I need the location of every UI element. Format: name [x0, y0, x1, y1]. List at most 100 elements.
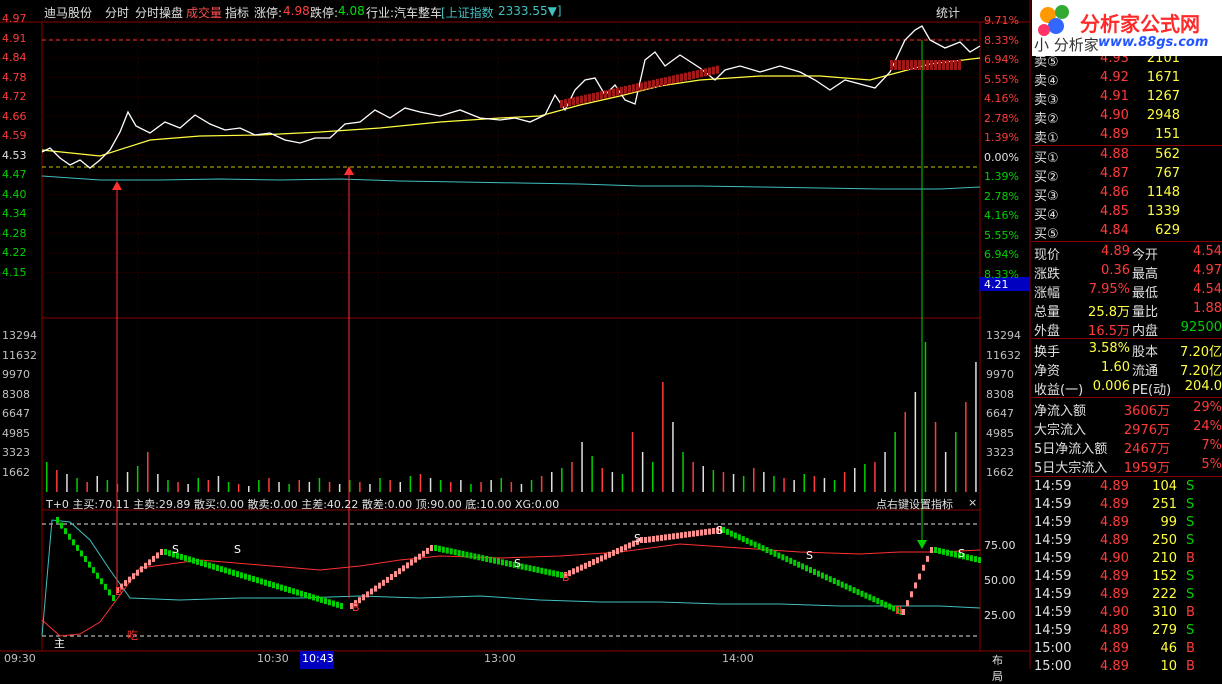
tab-fenshi[interactable]: 分时	[105, 6, 130, 20]
index-name[interactable]: [上证指数	[441, 6, 494, 20]
indicator-bar	[56, 517, 59, 523]
tick-side: B	[1186, 659, 1195, 674]
indicator-bar	[140, 566, 143, 573]
indicator-bar	[536, 566, 540, 573]
indicator-bar	[958, 552, 961, 559]
fund-label: 净资	[1034, 364, 1061, 379]
pct-tick: 5.55%	[984, 228, 1019, 242]
tick-price: 4.89	[1100, 569, 1129, 584]
tick-volume: 152	[1152, 569, 1177, 584]
volume-bar	[904, 412, 906, 492]
tick-row: 14:59 4.89 152 S	[1032, 568, 1222, 587]
ask-label: 卖①	[1034, 131, 1059, 146]
volume-bar	[278, 482, 280, 492]
tick-side: S	[1186, 569, 1195, 584]
indicator-bar	[390, 574, 393, 580]
indicator-bar	[652, 535, 655, 542]
pct-tick: 6.94%	[984, 53, 1019, 66]
average-price-line	[41, 57, 981, 157]
tick-price: 4.89	[1100, 479, 1129, 494]
indicator-bar	[836, 579, 840, 586]
indicator-bar	[256, 577, 259, 584]
fill-marker: 吃	[127, 629, 138, 642]
limit-down-label: 跌停:	[310, 6, 339, 20]
price-tick: 4.34	[2, 207, 27, 220]
close-icon[interactable]: ×	[968, 496, 978, 509]
indicator-bar	[394, 571, 397, 578]
tick-volume: 279	[1152, 623, 1177, 638]
price-tick: 4.47	[2, 168, 27, 181]
ind-axis-50: 50.00	[984, 574, 1016, 587]
indicator-bar	[765, 547, 769, 554]
indicator-bar	[340, 603, 343, 609]
index-value[interactable]: 2333.55▼]	[498, 4, 562, 18]
volume-bar	[732, 474, 735, 492]
ask-label: 卖⑤	[1034, 55, 1059, 70]
volume-bar	[460, 480, 462, 492]
price-tick: 4.72	[2, 90, 27, 103]
ask-row: 卖③ 4.91 1267	[1032, 88, 1222, 108]
tab-indicator[interactable]: 指标	[225, 6, 250, 20]
indicator-bar	[426, 547, 429, 554]
indicator-bar	[276, 583, 279, 590]
indicator-bar	[914, 582, 917, 589]
indicator-bar	[688, 531, 691, 538]
tab-volume[interactable]: 成交量	[186, 6, 223, 20]
indicator-bar	[76, 544, 79, 551]
tab-caopan[interactable]: 分时操盘	[135, 6, 184, 20]
book-divider	[1032, 145, 1222, 146]
volume-tick: 8308	[986, 387, 1014, 401]
volume-bar	[399, 482, 401, 492]
volume-bar	[66, 474, 68, 492]
indicator-bar	[374, 585, 377, 592]
bid-label: 买⑤	[1034, 227, 1059, 242]
ask-price: 4.92	[1100, 70, 1129, 85]
indicator-bar	[358, 597, 361, 604]
indicator-bar	[600, 555, 603, 562]
tick-side: S	[1186, 497, 1195, 512]
indicator-bar	[896, 607, 900, 614]
volume-bar	[793, 480, 795, 492]
tick-price: 4.89	[1100, 659, 1129, 674]
layout-button[interactable]: 布局	[992, 654, 1003, 683]
indicator-bar	[354, 600, 357, 607]
indicator-bar	[781, 554, 785, 561]
volume-bar	[369, 484, 371, 492]
volume-bar	[328, 482, 331, 492]
chart-area[interactable]	[0, 0, 1032, 669]
time-cursor-box	[300, 651, 334, 669]
fund-label: 流通	[1132, 364, 1159, 379]
indicator-bar	[465, 551, 469, 558]
indicator-settings[interactable]: 点右键设置指标	[876, 498, 953, 511]
pct-tick: 8.33%	[984, 33, 1019, 47]
trend-block	[712, 66, 715, 75]
indicator-bar	[176, 552, 179, 559]
indicator-bar	[228, 568, 231, 575]
indicator-bar	[672, 533, 675, 540]
volume-bar	[571, 462, 573, 492]
time-1400: 14:00	[722, 652, 754, 665]
indicator-bar	[457, 550, 461, 557]
volume-bar	[268, 478, 270, 492]
fund-value: 3.58%	[1088, 341, 1130, 356]
bid-volume: 629	[1155, 223, 1180, 238]
volume-bar	[631, 432, 634, 492]
trend-block	[930, 60, 933, 70]
trend-block	[576, 96, 579, 105]
fund-row: 净资 1.60 流通 7.20亿	[1032, 359, 1222, 379]
stats-button[interactable]: 统计	[936, 6, 961, 20]
volume-bar	[692, 462, 694, 492]
indicator-bar	[244, 573, 247, 580]
flow-label: 大宗流入	[1034, 423, 1087, 438]
volume-tick: 6647	[986, 407, 1014, 420]
time-1300: 13:00	[484, 652, 516, 665]
trend-block	[934, 60, 937, 70]
indicator-bar	[922, 564, 925, 571]
pct-tick: 0.00%	[984, 150, 1019, 164]
indicator-bar	[966, 554, 969, 561]
price-tick: 4.78	[2, 70, 27, 84]
industry-label[interactable]: 行业:汽车整车	[366, 6, 443, 20]
indicator-bar	[362, 594, 365, 601]
trend-block	[624, 85, 627, 94]
tick-volume: 222	[1152, 587, 1177, 602]
